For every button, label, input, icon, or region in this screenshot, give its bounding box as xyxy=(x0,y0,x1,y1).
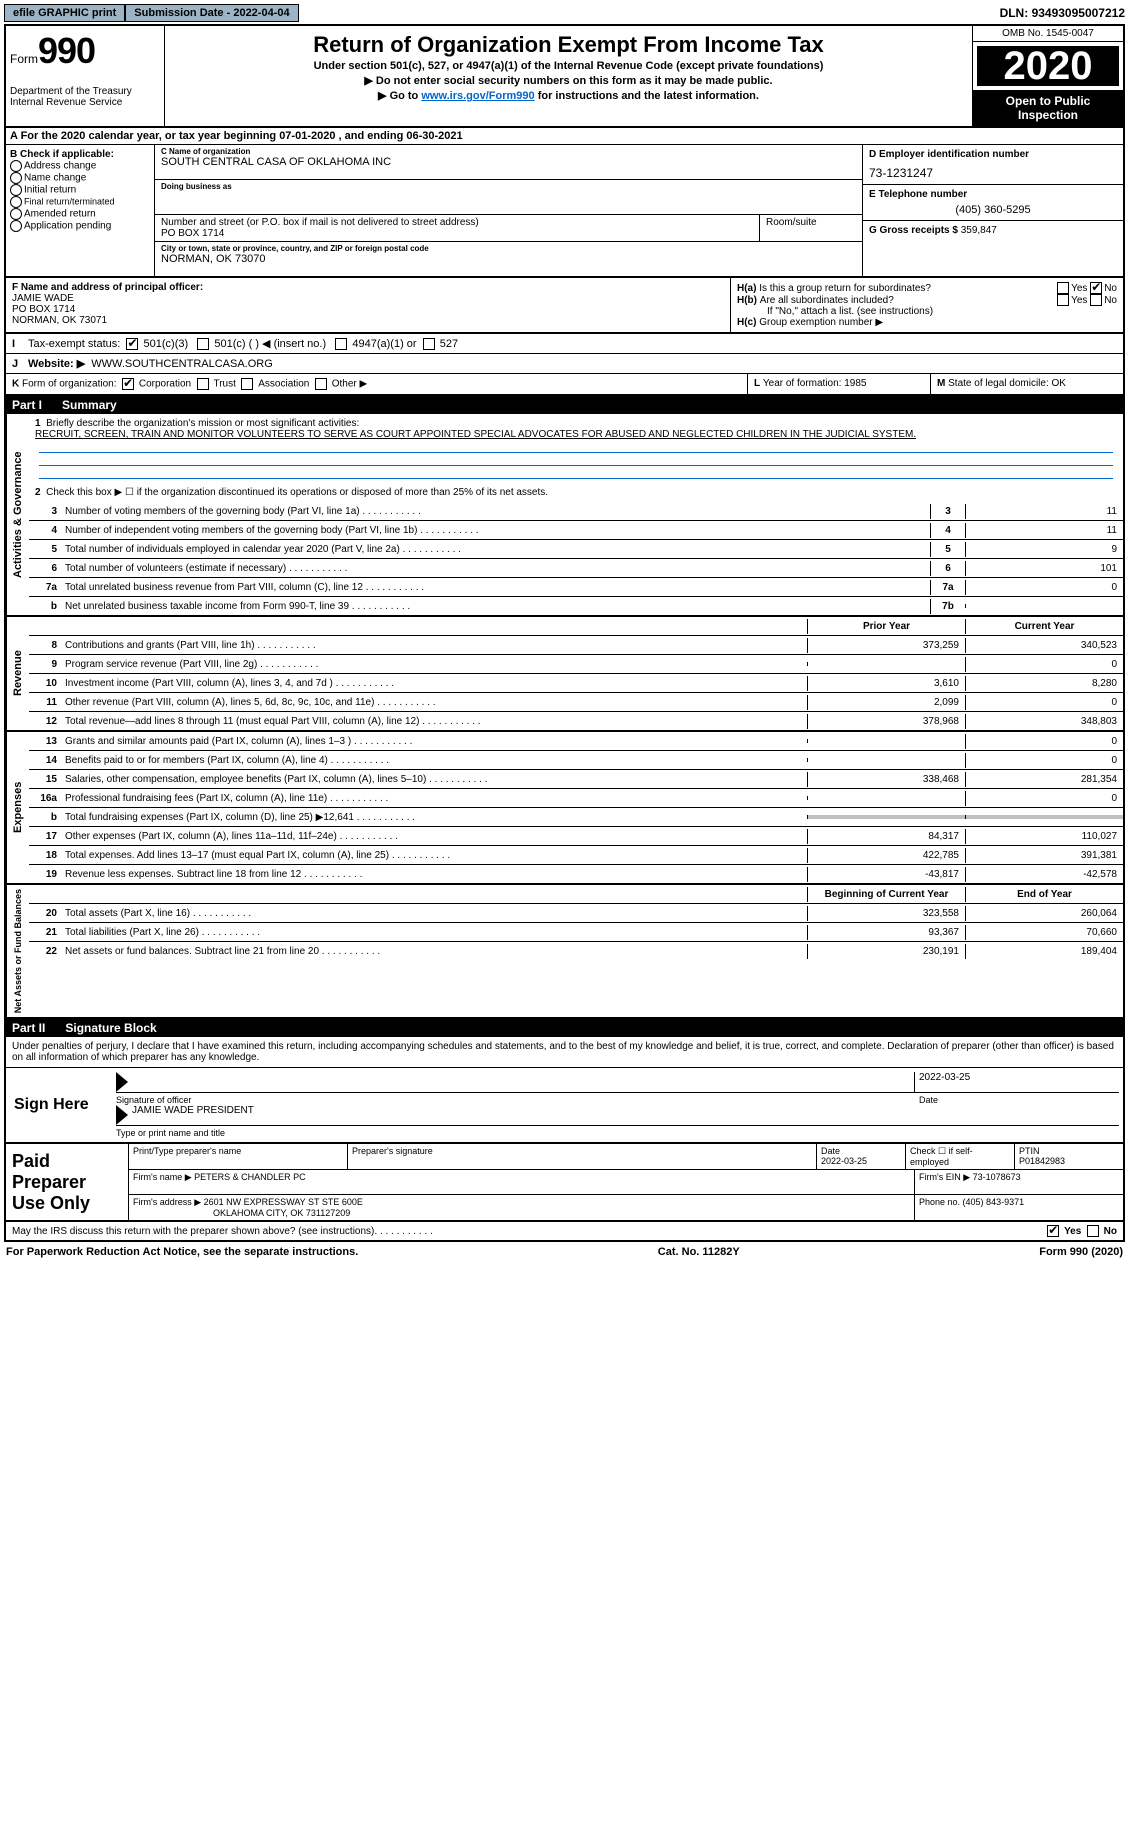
sig-arrow-icon xyxy=(116,1072,128,1092)
table-row: 17Other expenses (Part IX, column (A), l… xyxy=(29,827,1123,846)
discuss-row: May the IRS discuss this return with the… xyxy=(4,1222,1125,1242)
form-subtitle: Under section 501(c), 527, or 4947(a)(1)… xyxy=(169,60,968,72)
table-row: bNet unrelated business taxable income f… xyxy=(29,597,1123,615)
discuss-yes[interactable] xyxy=(1047,1225,1059,1237)
chk-corp[interactable] xyxy=(122,378,134,390)
table-row: 4Number of independent voting members of… xyxy=(29,521,1123,540)
chk-other[interactable] xyxy=(315,378,327,390)
table-row: 20Total assets (Part X, line 16)323,5582… xyxy=(29,904,1123,923)
signature-block: Under penalties of perjury, I declare th… xyxy=(4,1037,1125,1144)
chk-trust[interactable] xyxy=(197,378,209,390)
irs-link[interactable]: www.irs.gov/Form990 xyxy=(421,90,534,102)
chk-501c3[interactable] xyxy=(126,338,138,350)
chk-final-return[interactable] xyxy=(10,196,22,208)
form-header: Form990 Department of the Treasury Inter… xyxy=(4,24,1125,128)
table-row: 6Total number of volunteers (estimate if… xyxy=(29,559,1123,578)
table-row: 9Program service revenue (Part VIII, lin… xyxy=(29,655,1123,674)
top-bar: efile GRAPHIC print Submission Date - 20… xyxy=(4,4,1125,22)
table-row: 19Revenue less expenses. Subtract line 1… xyxy=(29,865,1123,883)
part-2-header: Part II Signature Block xyxy=(4,1019,1125,1037)
table-row: 10Investment income (Part VIII, column (… xyxy=(29,674,1123,693)
chk-initial-return[interactable] xyxy=(10,184,22,196)
ein-row: D Employer identification number 73-1231… xyxy=(863,145,1123,185)
ssn-note: ▶ Do not enter social security numbers o… xyxy=(169,74,968,87)
expenses-section: Expenses 13Grants and similar amounts pa… xyxy=(4,732,1125,885)
omb-number: OMB No. 1545-0047 xyxy=(973,26,1123,42)
table-row: 12Total revenue—add lines 8 through 11 (… xyxy=(29,712,1123,730)
phone-row: E Telephone number (405) 360-5295 xyxy=(863,185,1123,221)
open-public: Open to Public Inspection xyxy=(973,90,1123,126)
table-row: 18Total expenses. Add lines 13–17 (must … xyxy=(29,846,1123,865)
table-row: 8Contributions and grants (Part VIII, li… xyxy=(29,636,1123,655)
paid-preparer: Paid Preparer Use Only Print/Type prepar… xyxy=(4,1144,1125,1222)
dept-treasury: Department of the Treasury Internal Reve… xyxy=(10,86,160,108)
chk-app-pending[interactable] xyxy=(10,220,22,232)
table-row: 14Benefits paid to or for members (Part … xyxy=(29,751,1123,770)
discuss-no[interactable] xyxy=(1087,1225,1099,1237)
sig-arrow-icon xyxy=(116,1105,128,1125)
net-assets-section: Net Assets or Fund Balances Beginning of… xyxy=(4,885,1125,1019)
entity-box: B Check if applicable: Address change Na… xyxy=(4,144,1125,278)
form-title: Return of Organization Exempt From Incom… xyxy=(169,32,968,58)
room-suite: Room/suite xyxy=(760,215,862,241)
chk-name-change[interactable] xyxy=(10,172,22,184)
form-number: Form990 xyxy=(10,30,160,72)
table-row: bTotal fundraising expenses (Part IX, co… xyxy=(29,808,1123,827)
chk-4947[interactable] xyxy=(335,338,347,350)
city-row: City or town, state or province, country… xyxy=(155,242,862,276)
dba-row: Doing business as xyxy=(155,180,862,215)
col-b-checkboxes: B Check if applicable: Address change Na… xyxy=(6,145,155,276)
org-name-row: C Name of organization SOUTH CENTRAL CAS… xyxy=(155,145,862,180)
chk-amended[interactable] xyxy=(10,208,22,220)
row-j-website: J Website: ▶ WWW.SOUTHCENTRALCASA.ORG xyxy=(4,354,1125,374)
dln: DLN: 93493095007212 xyxy=(1000,6,1125,20)
revenue-section: Revenue Prior Year Current Year 8Contrib… xyxy=(4,617,1125,732)
goto-note: ▶ Go to www.irs.gov/Form990 for instruct… xyxy=(169,89,968,102)
row-i-tax-status: I Tax-exempt status: 501(c)(3) 501(c) ( … xyxy=(4,334,1125,354)
table-row: 7aTotal unrelated business revenue from … xyxy=(29,578,1123,597)
row-a-tax-year: A For the 2020 calendar year, or tax yea… xyxy=(4,128,1125,144)
row-klm: K Form of organization: Corporation Trus… xyxy=(4,374,1125,396)
submission-date: Submission Date - 2022-04-04 xyxy=(125,4,298,22)
table-row: 3Number of voting members of the governi… xyxy=(29,502,1123,521)
hb-no[interactable] xyxy=(1090,294,1102,306)
chk-address-change[interactable] xyxy=(10,160,22,172)
table-row: 22Net assets or fund balances. Subtract … xyxy=(29,942,1123,960)
tax-year: 2020 xyxy=(973,42,1123,90)
page-footer: For Paperwork Reduction Act Notice, see … xyxy=(4,1242,1125,1262)
ha-yes[interactable] xyxy=(1057,282,1069,294)
table-row: 15Salaries, other compensation, employee… xyxy=(29,770,1123,789)
part-1-header: Part I Summary xyxy=(4,396,1125,414)
table-row: 11Other revenue (Part VIII, column (A), … xyxy=(29,693,1123,712)
chk-527[interactable] xyxy=(423,338,435,350)
ha-no[interactable] xyxy=(1090,282,1102,294)
efile-button[interactable]: efile GRAPHIC print xyxy=(4,4,125,22)
table-row: 21Total liabilities (Part X, line 26)93,… xyxy=(29,923,1123,942)
table-row: 13Grants and similar amounts paid (Part … xyxy=(29,732,1123,751)
hb-yes[interactable] xyxy=(1057,294,1069,306)
table-row: 16aProfessional fundraising fees (Part I… xyxy=(29,789,1123,808)
governance-section: Activities & Governance 1 Briefly descri… xyxy=(4,414,1125,617)
gross-receipts: G Gross receipts $ 359,847 xyxy=(863,221,1123,253)
chk-501c[interactable] xyxy=(197,338,209,350)
principal-officer: F Name and address of principal officer:… xyxy=(6,278,731,332)
table-row: 5Total number of individuals employed in… xyxy=(29,540,1123,559)
section-fh: F Name and address of principal officer:… xyxy=(4,278,1125,334)
chk-assoc[interactable] xyxy=(241,378,253,390)
address-row: Number and street (or P.O. box if mail i… xyxy=(155,215,760,241)
